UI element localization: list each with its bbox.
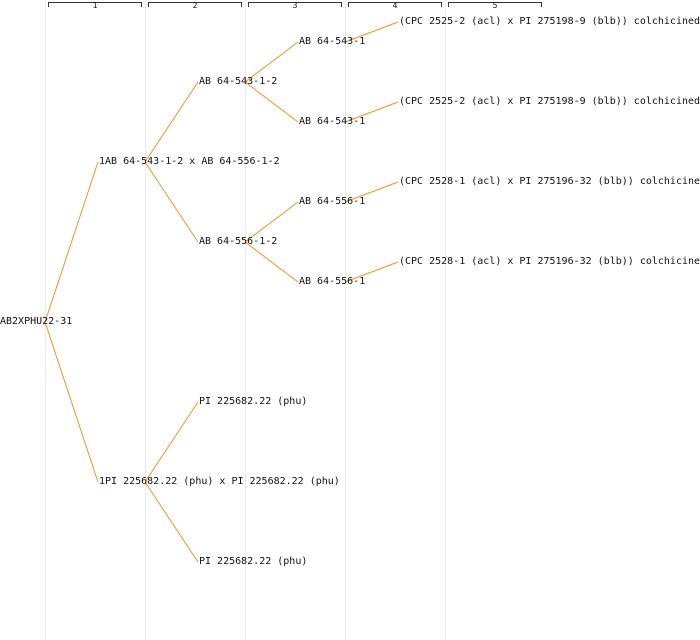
generation-bracket [48,2,142,7]
generation-label: 3 [292,1,298,10]
node-gen2[interactable]: PI 225682.22 (phu) [199,556,308,567]
node-gen4[interactable]: (CPC 2525-2 (acl) x PI 275198-9 (blb)) c… [399,16,700,27]
edge-line [144,161,199,243]
edge-line [344,181,399,203]
generation-label: 2 [192,1,198,10]
node-gen4[interactable]: (CPC 2528-1 (acl) x PI 275196-32 (blb)) … [399,176,700,187]
node-root[interactable]: AB2XPHU22-31 [0,316,73,327]
edge-line [144,81,199,163]
node-gen2[interactable]: AB 64-556-1-2 [199,236,278,247]
edge-line [244,201,299,243]
edge-line [44,161,99,323]
generation-divider [245,0,246,640]
edge-line [344,101,399,123]
edge-line [44,321,99,483]
edge-line [144,401,199,483]
edge-line [244,81,299,123]
node-gen2[interactable]: AB 64-543-1-2 [199,76,278,87]
edge-line [244,241,299,283]
generation-divider [145,0,146,640]
generation-label: 4 [392,1,398,10]
generation-label: 5 [492,1,498,10]
edge-line [144,481,199,563]
generation-label: 1 [92,1,98,10]
node-gen4[interactable]: (CPC 2528-1 (acl) x PI 275196-32 (blb)) … [399,256,700,267]
node-gen3[interactable]: AB 64-556-1 [299,196,366,207]
generation-divider [445,0,446,640]
node-gen2[interactable]: PI 225682.22 (phu) [199,396,308,407]
node-gen3[interactable]: AB 64-556-1 [299,276,366,287]
generation-bracket [448,2,542,7]
node-gen1[interactable]: 1AB 64-543-1-2 x AB 64-556-1-2 [99,156,280,167]
edge-line [244,41,299,83]
generation-bracket [248,2,342,7]
generation-bracket [348,2,442,7]
generation-bracket [148,2,242,7]
node-gen1[interactable]: 1PI 225682.22 (phu) x PI 225682.22 (phu) [99,476,340,487]
edge-line [344,21,399,43]
edge-line [344,261,399,283]
generation-divider [345,0,346,640]
node-gen3[interactable]: AB 64-543-1 [299,36,366,47]
node-gen4[interactable]: (CPC 2525-2 (acl) x PI 275198-9 (blb)) c… [399,96,700,107]
node-gen3[interactable]: AB 64-543-1 [299,116,366,127]
